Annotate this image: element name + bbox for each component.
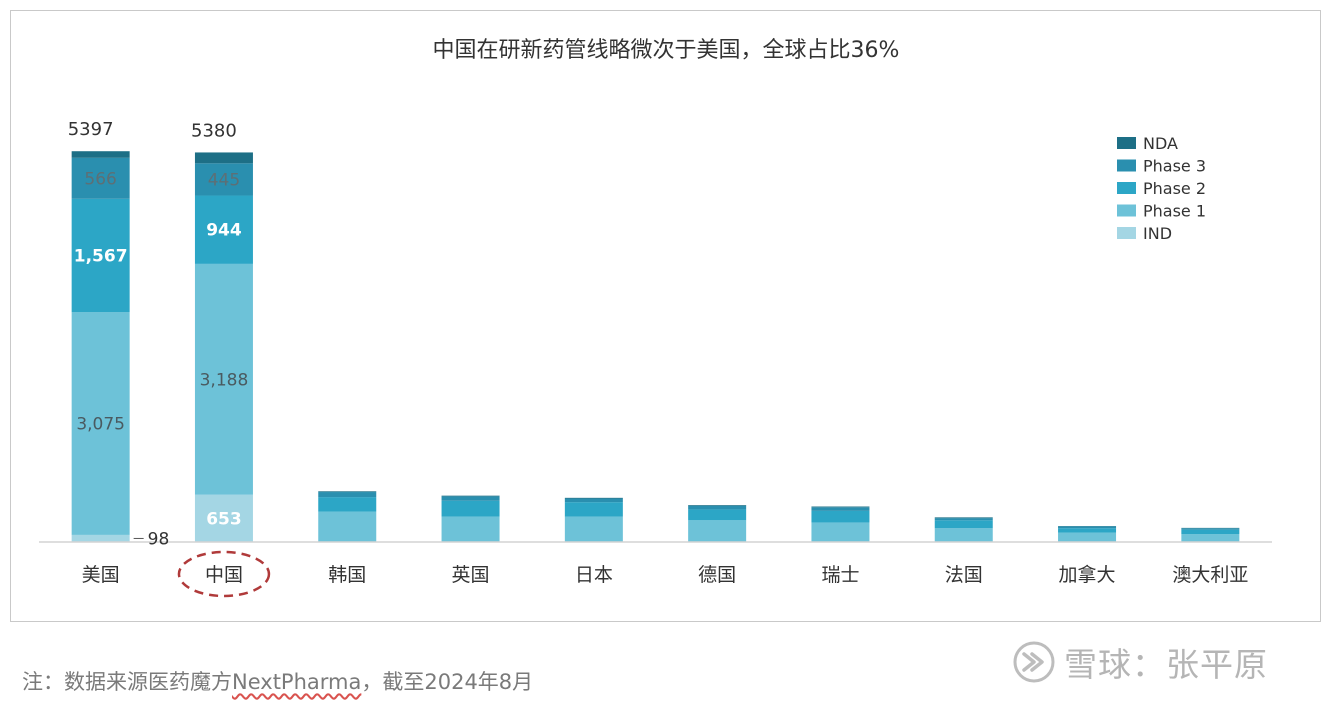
bar-法国-nda <box>934 517 993 519</box>
legend-label: Phase 1 <box>1143 202 1206 221</box>
bar-日本-nda <box>564 497 623 499</box>
category-label: 韩国 <box>328 564 366 586</box>
bar-加拿大-phase-2 <box>1058 528 1117 533</box>
category-label: 法国 <box>945 564 983 586</box>
segment-label: 566 <box>84 169 116 189</box>
bar-德国-nda <box>688 505 747 506</box>
highlight-circle <box>177 550 271 598</box>
bar-德国-phase-3 <box>688 505 747 510</box>
bar-中国-nda <box>194 152 253 164</box>
legend-swatch <box>1117 159 1136 172</box>
xueqiu-logo-icon <box>1013 641 1055 683</box>
bar-法国-phase-1 <box>934 528 993 542</box>
category-label: 德国 <box>698 564 736 586</box>
legend-label: NDA <box>1143 134 1178 153</box>
bar-澳大利亚-phase-1 <box>1181 534 1240 542</box>
legend-swatch <box>1117 137 1136 149</box>
legend-label: IND <box>1143 224 1172 243</box>
bar-中国-phase-3 <box>194 163 253 196</box>
bar-美国-nda <box>71 151 130 158</box>
bar-韩国-phase-2 <box>318 497 377 512</box>
watermark: 雪球：张平原 <box>1012 640 1268 684</box>
chart-title: 中国在研新药管线略微次于美国，全球占比36% <box>433 38 900 63</box>
legend-swatch <box>1117 227 1136 239</box>
bar-澳大利亚-phase-2 <box>1181 529 1240 535</box>
bar-德国-phase-1 <box>688 520 747 542</box>
segment-label: 944 <box>206 221 242 241</box>
labels-layer: 98 3,075 1,567 566 5397 美国 653 3,188 944 445 5380 中… <box>68 119 1248 598</box>
legend-label: Phase 2 <box>1143 179 1206 198</box>
bar-中国-phase-2 <box>194 195 253 264</box>
legend: NDA Phase 3 Phase 2 Phase 1 IND <box>1117 134 1206 243</box>
bar-日本-phase-1 <box>564 516 623 542</box>
chart-frame: 中国在研新药管线略微次于美国，全球占比36% 98 3,075 1,567 566 53… <box>10 10 1321 622</box>
category-label: 加拿大 <box>1059 563 1116 586</box>
bar-德国-phase-2 <box>688 509 747 521</box>
category-label: 英国 <box>452 564 490 586</box>
segment-label: 445 <box>208 170 240 190</box>
bar-瑞士-phase-1 <box>811 522 870 542</box>
bar-瑞士-nda <box>811 506 870 508</box>
bar-韩国-phase-1 <box>318 511 377 542</box>
stacked-bar-chart: 中国在研新药管线略微次于美国，全球占比36% 98 3,075 1,567 566 53… <box>39 38 1272 598</box>
footnote: 注：数据来源医药魔方NextPharma，截至2024年8月 <box>22 666 533 696</box>
segment-label: 3,188 <box>200 370 249 390</box>
footnote-suffix: ，截至2024年8月 <box>361 670 534 694</box>
bar-法国-phase-3 <box>934 518 993 521</box>
bar-韩国-phase-3 <box>318 492 377 498</box>
footnote-prefix: 注：数据来源医药魔方 <box>22 670 232 694</box>
watermark-text: 雪球：张平原 <box>1064 645 1268 684</box>
legend-swatch <box>1117 204 1136 217</box>
segment-label: 3,075 <box>76 415 125 435</box>
segment-label: 98 <box>148 529 170 549</box>
bar-瑞士-phase-3 <box>811 507 870 511</box>
bars-layer <box>71 151 1240 542</box>
bar-美国-phase-2 <box>71 198 130 313</box>
bar-美国-phase-3 <box>71 157 130 199</box>
legend-label: Phase 3 <box>1143 157 1206 176</box>
bar-美国-ind <box>71 534 130 542</box>
bar-瑞士-phase-2 <box>811 510 870 523</box>
bar-英国-nda <box>441 495 500 497</box>
segment-label: 653 <box>206 509 242 529</box>
category-label: 澳大利亚 <box>1172 564 1248 586</box>
total-label: 5380 <box>191 120 237 141</box>
bar-中国-phase-1 <box>194 263 253 495</box>
footnote-source: NextPharma <box>232 670 362 694</box>
bar-英国-phase-1 <box>441 516 500 542</box>
category-label: 美国 <box>82 564 120 586</box>
bar-加拿大-phase-1 <box>1058 532 1117 542</box>
segment-label: 1,567 <box>74 247 128 267</box>
bar-美国-phase-1 <box>71 312 130 535</box>
bar-日本-phase-3 <box>564 498 623 503</box>
bar-法国-phase-2 <box>934 520 993 529</box>
category-label: 中国 <box>205 564 243 586</box>
bar-英国-phase-3 <box>441 496 500 501</box>
category-label: 瑞士 <box>821 564 859 586</box>
bar-加拿大-phase-3 <box>1058 526 1117 529</box>
bar-澳大利亚-phase-3 <box>1181 528 1240 530</box>
bar-英国-phase-2 <box>441 500 500 517</box>
category-label: 日本 <box>575 564 613 586</box>
legend-swatch <box>1117 182 1136 194</box>
bar-中国-ind <box>194 494 253 542</box>
bar-韩国-nda <box>318 491 377 493</box>
total-label: 5397 <box>68 119 114 140</box>
bar-日本-phase-2 <box>564 502 623 517</box>
